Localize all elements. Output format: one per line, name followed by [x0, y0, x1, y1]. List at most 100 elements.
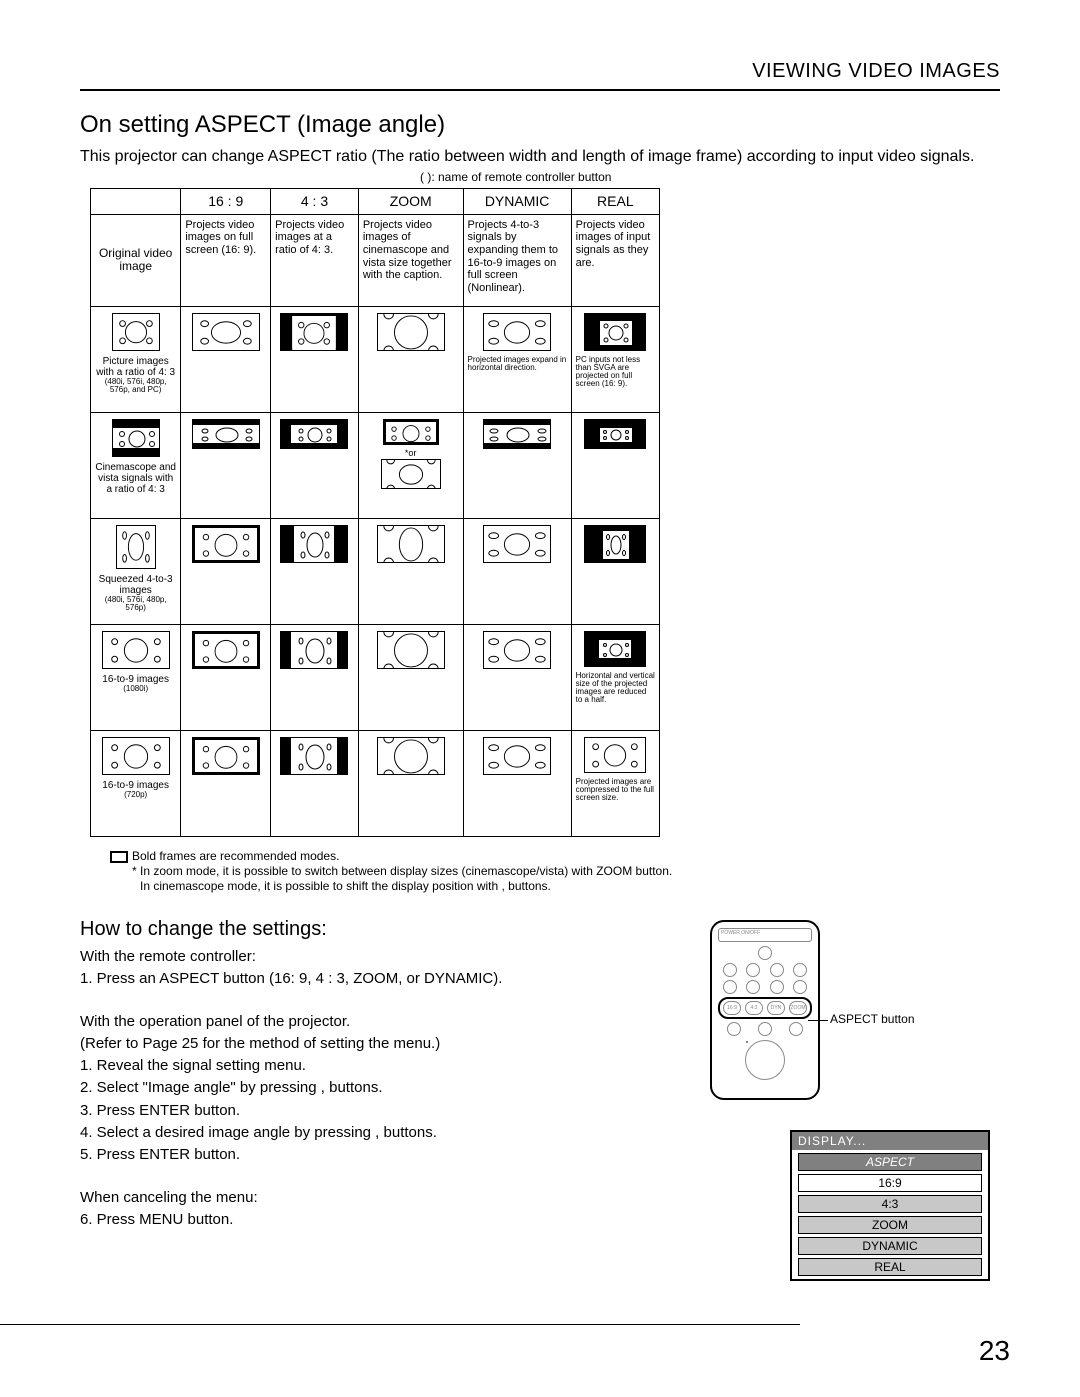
- remote-button: [746, 980, 760, 994]
- menu-item-dynamic[interactable]: DYNAMIC: [798, 1237, 982, 1255]
- cell-r2-43: [271, 412, 359, 518]
- cell-r4-zoom: [358, 624, 463, 730]
- col-zoom: ZOOM: [358, 188, 463, 214]
- cell-r3-43: [271, 518, 359, 624]
- menu-screenshot: DISPLAY... ASPECT 16:9 4:3 ZOOM DYNAMIC …: [790, 1130, 990, 1281]
- row4-label-cell: 16-to-9 images (1080i): [91, 624, 181, 730]
- bold-frame-icon: [110, 851, 128, 863]
- cell-r2-169: [181, 412, 271, 518]
- intro-paragraph: This projector can change ASPECT ratio (…: [80, 147, 1000, 168]
- cell-r1-real: PC inputs not less than SVGA are project…: [571, 306, 659, 412]
- r4-real-note: Horizontal and vertical size of the proj…: [576, 672, 655, 704]
- cell-r5-zoom: [358, 730, 463, 836]
- col-4-3: 4 : 3: [271, 188, 359, 214]
- cell-r1-dyn: Projected images expand in horizontal di…: [463, 306, 571, 412]
- row3-label-cell: Squeezed 4-to-3 images (480i, 576i, 480p…: [91, 518, 181, 624]
- remote-aspect-row: 16:9 4:3 DYN ZOOM: [718, 997, 812, 1019]
- remote-button: [723, 980, 737, 994]
- remote-dpad: [745, 1040, 785, 1080]
- footer-rule: [0, 1324, 800, 1325]
- face-icon: [192, 737, 260, 775]
- remote-button: [793, 963, 807, 977]
- face-icon: [192, 631, 260, 669]
- col-16-9: 16 : 9: [181, 188, 271, 214]
- remote-note: ( ): name of remote controller button: [420, 170, 1000, 184]
- cell-r2-zoom: *or: [358, 412, 463, 518]
- face-icon: [280, 631, 348, 669]
- face-icon: [102, 631, 170, 669]
- face-icon: [483, 737, 551, 775]
- face-icon: [584, 737, 646, 773]
- row-original-label: Original video image: [91, 214, 181, 306]
- face-icon: [483, 525, 551, 563]
- footnote-cine: In cinemascope mode, it is possible to s…: [140, 879, 1000, 894]
- face-icon: [280, 419, 348, 449]
- face-icon: [584, 631, 646, 667]
- row1-label: Picture images with a ratio of 4: 3: [95, 356, 176, 378]
- footnote-zoom: * In zoom mode, it is possible to switch…: [132, 864, 1000, 879]
- face-icon: [483, 419, 551, 449]
- cell-r4-dyn: [463, 624, 571, 730]
- menu-subheading: ASPECT: [798, 1153, 982, 1171]
- row5-sublabel: (720p): [95, 791, 176, 799]
- face-icon: [584, 419, 646, 449]
- remote-button: [770, 980, 784, 994]
- aspect-button-dyn[interactable]: DYN: [767, 1001, 785, 1015]
- face-icon: [116, 525, 156, 569]
- desc-dynamic: Projects 4-to-3 signals by expanding the…: [463, 214, 571, 306]
- page-number: 23: [979, 1335, 1010, 1367]
- cell-r2-dyn: [463, 412, 571, 518]
- face-icon: [381, 459, 441, 489]
- footnote-bold: Bold frames are recommended modes.: [132, 849, 339, 863]
- desc-4-3: Projects video images at a ratio of 4: 3…: [271, 214, 359, 306]
- face-icon: [280, 525, 348, 563]
- face-icon: [483, 313, 551, 351]
- aspect-button-16-9[interactable]: 16:9: [723, 1001, 741, 1015]
- cell-r4-43: [271, 624, 359, 730]
- face-icon: [280, 313, 348, 351]
- section-header: VIEWING VIDEO IMAGES: [80, 60, 1000, 83]
- menu-item-real[interactable]: REAL: [798, 1258, 982, 1276]
- cell-r2-real: [571, 412, 659, 518]
- cell-r5-dyn: [463, 730, 571, 836]
- aspect-button-zoom[interactable]: ZOOM: [789, 1001, 807, 1015]
- cell-r1-zoom: [358, 306, 463, 412]
- face-icon: [383, 419, 439, 445]
- cell-r4-real: Horizontal and vertical size of the proj…: [571, 624, 659, 730]
- face-icon: [377, 313, 445, 351]
- menu-item-zoom[interactable]: ZOOM: [798, 1216, 982, 1234]
- r1-dyn-note: Projected images expand in horizontal di…: [468, 356, 567, 372]
- desc-16-9: Projects video images on full screen (16…: [181, 214, 271, 306]
- remote-button: [758, 1022, 772, 1036]
- remote-button: [758, 946, 772, 960]
- face-icon: [377, 631, 445, 669]
- cell-r5-43: [271, 730, 359, 836]
- howto-p3: 3. Press ENTER button.: [80, 1101, 1000, 1121]
- remote-button: [727, 1022, 741, 1036]
- face-icon: [192, 525, 260, 563]
- desc-real: Projects video images of input signals a…: [571, 214, 659, 306]
- remote-button: [770, 963, 784, 977]
- remote-button: [746, 963, 760, 977]
- face-icon: [192, 313, 260, 351]
- zoom-or-label: *or: [363, 448, 459, 458]
- page-title: On setting ASPECT (Image angle): [80, 111, 1000, 139]
- face-icon: [584, 313, 646, 351]
- aspect-button-4-3[interactable]: 4:3: [745, 1001, 763, 1015]
- row1-label-cell: Picture images with a ratio of 4: 3 (480…: [91, 306, 181, 412]
- row4-sublabel: (1080i): [95, 685, 176, 693]
- face-icon: [584, 525, 646, 563]
- row1-sublabel: (480i, 576i, 480p, 576p, and PC): [95, 378, 176, 394]
- cell-r5-169: [181, 730, 271, 836]
- face-icon: [192, 419, 260, 449]
- face-icon: [102, 737, 170, 775]
- remote-button: [789, 1022, 803, 1036]
- footnotes: Bold frames are recommended modes. * In …: [110, 849, 1000, 894]
- cell-r3-zoom: [358, 518, 463, 624]
- remote-button: [723, 963, 737, 977]
- face-icon: [112, 313, 160, 351]
- menu-title: DISPLAY...: [792, 1132, 988, 1150]
- cell-r3-real: [571, 518, 659, 624]
- menu-item-4-3[interactable]: 4:3: [798, 1195, 982, 1213]
- menu-item-16-9[interactable]: 16:9: [798, 1174, 982, 1192]
